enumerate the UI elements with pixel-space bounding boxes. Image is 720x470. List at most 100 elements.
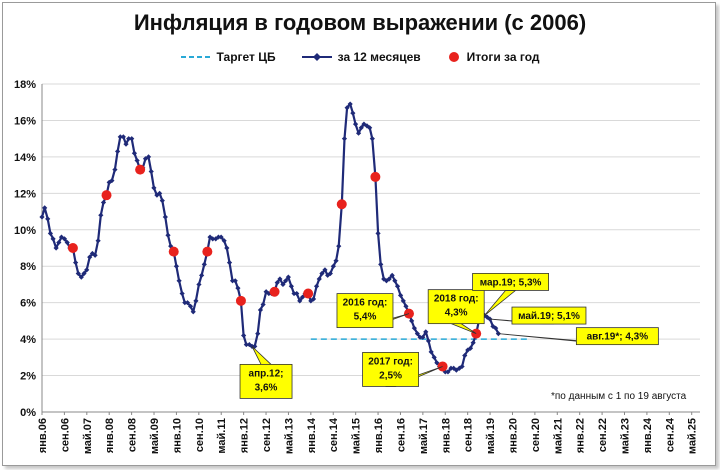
x-tick-label: янв.16 [373,418,385,453]
series-point [39,214,45,220]
chart-title: Инфляция в годовом выражении (с 2006) [133,10,587,35]
series-point [182,300,188,306]
series-point [347,101,353,107]
y-tick-label: 14% [14,152,36,164]
series-point [352,121,359,127]
x-tick-label: янв.24 [642,417,654,453]
series-point [56,239,62,246]
series-point [252,343,258,349]
series-point [341,136,348,142]
series-point [45,216,51,222]
y-tick-label: 4% [20,334,36,346]
series-point [221,238,227,244]
callout-box [239,363,293,399]
x-tick-label: сен.08 [127,418,139,452]
series-point [294,290,300,297]
callout-label: 3,6% [255,382,278,393]
x-tick-label: май.21 [552,418,564,454]
legend-item-annual: Итоги за год [447,50,539,64]
y-tick-label: 8% [20,261,36,273]
series-point [434,360,440,366]
series-point [369,136,375,142]
series-point [383,278,390,284]
series-point [280,281,286,288]
series-point [131,150,138,156]
series-point [462,352,468,359]
series-point [285,274,291,280]
annual-dot [269,286,280,297]
legend-item-series: за 12 месяцев [301,50,421,64]
series-point [411,325,417,331]
series-point [257,307,264,313]
series-point [179,290,185,297]
x-tick-label: янв.18 [440,418,452,453]
series-point [162,214,168,220]
series-point [235,285,241,291]
legend-item-target: Таргет ЦБ [180,50,276,64]
series-point [470,340,476,346]
series-point [291,290,297,297]
x-tick-label: сен.16 [395,418,407,452]
series-point [224,245,230,251]
series-point [87,254,93,260]
annual-dot [235,295,246,306]
series-point [47,230,54,237]
series-point [459,363,465,370]
series-point [423,329,429,335]
series-point [243,341,249,348]
y-tick-label: 10% [14,225,36,237]
series-point [196,281,202,288]
annual-dot [168,246,179,257]
series-point [81,270,87,277]
series-point [151,185,157,191]
callout-label: 4,3% [445,308,468,319]
series-point [215,234,222,240]
callout-label: 2,5% [379,370,402,381]
x-tick-label: сен.18 [463,418,475,452]
x-tick-label: май.25 [687,418,699,454]
series-point [448,365,454,371]
x-tick-label: янв.10 [171,418,183,453]
series-point [277,276,283,282]
annual-dot [336,199,347,210]
series-point [73,259,79,266]
x-tick-label: янв.20 [507,418,519,453]
series-point [330,263,336,269]
legend-series-swatch [301,53,332,61]
x-tick-label: янв.22 [575,418,587,453]
series-point [159,198,165,204]
annual-dot [101,190,112,201]
series-point [316,276,322,282]
callout-label: май.19; 5,1% [518,311,580,322]
series-point [95,238,101,244]
series-point [61,236,68,242]
x-tick-label: янв.08 [104,418,116,453]
legend-target-swatch [180,56,211,58]
series-point [109,177,115,184]
series-point [425,338,432,344]
series-point [420,334,426,340]
series-point [467,345,474,351]
series-point [176,278,182,284]
series-point [319,270,325,277]
legend: Таргет ЦБ за 12 месяцев Итоги за год [0,50,720,64]
legend-label-series: за 12 месяцев [337,50,421,64]
callout-pointer [251,346,273,365]
annual-dot [370,171,381,182]
series-point [400,298,406,304]
x-tick-label: сен.22 [597,418,609,452]
series-point [199,272,205,278]
series-point [129,136,135,142]
callout-label: 5,4% [354,312,377,323]
series-point [288,283,294,289]
series-point [442,369,448,375]
callout-box [575,327,659,346]
callout-box [427,289,485,325]
series-point [274,280,280,286]
series-point [428,349,434,355]
annual-dot [135,164,146,175]
series-point [389,272,395,278]
x-tick-label: янв.14 [306,417,318,453]
series-point [495,331,501,337]
